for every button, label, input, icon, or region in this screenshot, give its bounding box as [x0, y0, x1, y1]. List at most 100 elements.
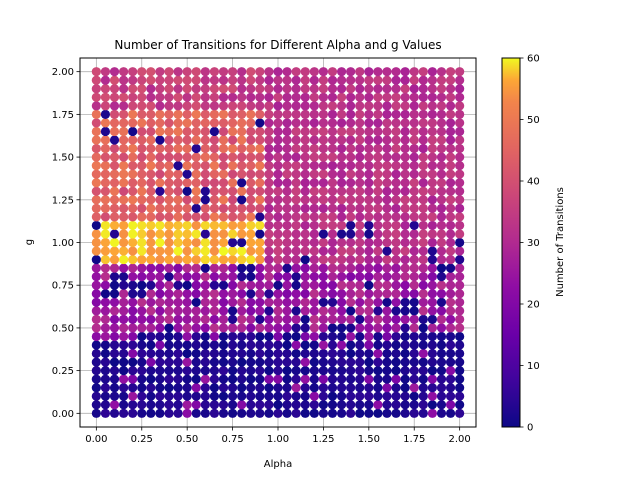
x-axis-ticks: 0.00 0.25 0.50 0.75 1.00 1.25 1.50 1.75 2.00 — [85, 427, 471, 445]
data-point — [391, 331, 401, 342]
data-point — [364, 220, 374, 231]
data-point — [427, 383, 437, 393]
data-point — [346, 178, 356, 188]
data-point — [119, 195, 129, 205]
data-point — [191, 75, 201, 85]
data-point — [137, 400, 147, 410]
data-point — [318, 263, 329, 273]
data-point — [391, 254, 401, 265]
data-point — [309, 366, 319, 376]
data-point — [255, 400, 265, 410]
data-point — [155, 109, 165, 119]
data-point — [200, 374, 210, 384]
data-point — [445, 246, 456, 256]
data-point — [436, 229, 447, 239]
data-point — [109, 391, 120, 401]
data-point — [391, 246, 401, 256]
data-point — [164, 143, 174, 154]
data-point — [309, 169, 319, 179]
data-point — [237, 348, 247, 359]
data-point — [382, 152, 392, 162]
data-point — [282, 314, 292, 324]
data-point — [291, 84, 301, 94]
data-point — [164, 237, 174, 248]
data-point — [400, 246, 410, 256]
data-point — [246, 331, 256, 342]
data-point — [336, 297, 347, 307]
data-point — [455, 408, 465, 418]
data-point — [346, 135, 356, 145]
data-point — [209, 357, 220, 367]
data-point — [436, 374, 447, 384]
data-point — [137, 67, 147, 77]
data-point — [227, 272, 238, 282]
data-point — [246, 383, 256, 393]
data-point — [100, 126, 111, 137]
data-point — [282, 263, 292, 273]
data-point — [309, 340, 319, 350]
data-point — [218, 195, 229, 205]
data-point — [100, 203, 111, 213]
data-point — [327, 348, 338, 359]
data-point — [436, 340, 447, 350]
data-point — [264, 366, 274, 376]
data-point — [146, 314, 156, 324]
data-point — [119, 152, 129, 162]
data-point — [119, 161, 129, 171]
data-point — [182, 348, 192, 359]
data-point — [164, 323, 174, 333]
data-point — [418, 67, 428, 77]
data-point — [246, 212, 256, 222]
data-point — [318, 135, 329, 145]
data-point — [264, 263, 274, 273]
data-point — [128, 383, 138, 393]
data-point — [227, 263, 238, 273]
data-point — [191, 391, 201, 401]
data-point — [191, 383, 201, 393]
data-point — [100, 161, 111, 171]
data-point — [100, 374, 111, 384]
data-point — [364, 161, 374, 171]
y-tick-label: 1.75 — [52, 110, 74, 121]
data-point — [109, 366, 120, 376]
data-point — [200, 289, 210, 299]
data-point — [327, 152, 338, 162]
data-point — [209, 67, 220, 77]
data-point — [100, 195, 111, 205]
data-point — [445, 143, 456, 154]
data-point — [418, 161, 428, 171]
data-point — [327, 229, 338, 239]
data-point — [318, 246, 329, 256]
data-point — [191, 152, 201, 162]
data-point — [100, 263, 111, 273]
data-point — [200, 203, 210, 213]
data-point — [445, 195, 456, 205]
data-point — [128, 203, 138, 213]
data-point — [173, 408, 183, 418]
data-point — [355, 391, 365, 401]
data-point — [427, 169, 437, 179]
data-point — [237, 263, 247, 273]
data-point — [191, 101, 201, 111]
data-point — [327, 186, 338, 196]
data-point — [137, 340, 147, 350]
data-point — [418, 152, 428, 162]
data-point — [146, 340, 156, 350]
data-point — [100, 348, 111, 359]
data-point — [445, 391, 456, 401]
data-point — [227, 186, 238, 196]
data-point — [128, 143, 138, 154]
data-point — [128, 109, 138, 119]
data-point — [291, 203, 301, 213]
data-point — [246, 84, 256, 94]
data-point — [300, 366, 310, 376]
data-point — [300, 246, 310, 256]
data-point — [373, 323, 383, 333]
data-point — [191, 400, 201, 410]
data-point — [119, 366, 129, 376]
data-point — [119, 178, 129, 188]
data-point — [364, 203, 374, 213]
data-point — [327, 400, 338, 410]
data-point — [200, 408, 210, 418]
data-point — [255, 280, 265, 290]
